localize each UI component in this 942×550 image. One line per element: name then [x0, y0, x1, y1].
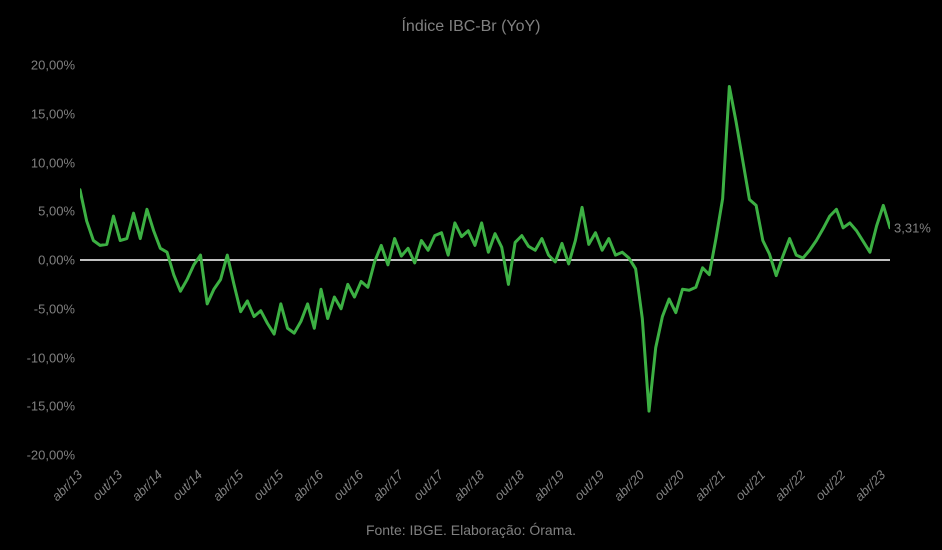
x-tick-label: abr/21 [691, 467, 728, 504]
chart-title: Índice IBC-Br (YoY) [0, 18, 942, 36]
chart-svg [80, 65, 890, 455]
y-tick-label: 5,00% [5, 204, 75, 219]
x-tick-label: abr/14 [129, 467, 166, 504]
x-tick-label: abr/22 [772, 467, 809, 504]
plot-area [80, 65, 890, 455]
x-tick-label: out/15 [250, 467, 286, 503]
y-tick-label: 20,00% [5, 58, 75, 73]
x-tick-label: out/17 [411, 467, 447, 503]
x-tick-label: abr/19 [531, 467, 568, 504]
y-tick-label: 0,00% [5, 253, 75, 268]
x-tick-label: out/19 [571, 467, 607, 503]
x-tick-label: abr/13 [49, 467, 86, 504]
x-tick-label: out/14 [170, 467, 206, 503]
x-tick-label: out/16 [330, 467, 366, 503]
x-tick-label: out/21 [732, 467, 768, 503]
y-tick-label: -10,00% [5, 350, 75, 365]
x-tick-label: out/20 [652, 467, 688, 503]
x-tick-label: abr/16 [290, 467, 327, 504]
y-tick-label: -15,00% [5, 399, 75, 414]
y-tick-label: -20,00% [5, 448, 75, 463]
x-tick-label: abr/18 [450, 467, 487, 504]
x-tick-label: abr/23 [852, 467, 889, 504]
series-line [80, 86, 890, 411]
x-tick-label: out/13 [89, 467, 125, 503]
x-tick-label: out/22 [812, 467, 848, 503]
y-tick-label: 10,00% [5, 155, 75, 170]
x-tick-label: abr/15 [209, 467, 246, 504]
x-tick-label: abr/17 [370, 467, 407, 504]
y-tick-label: 15,00% [5, 106, 75, 121]
last-value-label: 3,31% [894, 220, 931, 235]
x-tick-label: out/18 [491, 467, 527, 503]
chart-footer: Fonte: IBGE. Elaboração: Órama. [0, 522, 942, 538]
y-tick-label: -5,00% [5, 301, 75, 316]
x-tick-label: abr/20 [611, 467, 648, 504]
